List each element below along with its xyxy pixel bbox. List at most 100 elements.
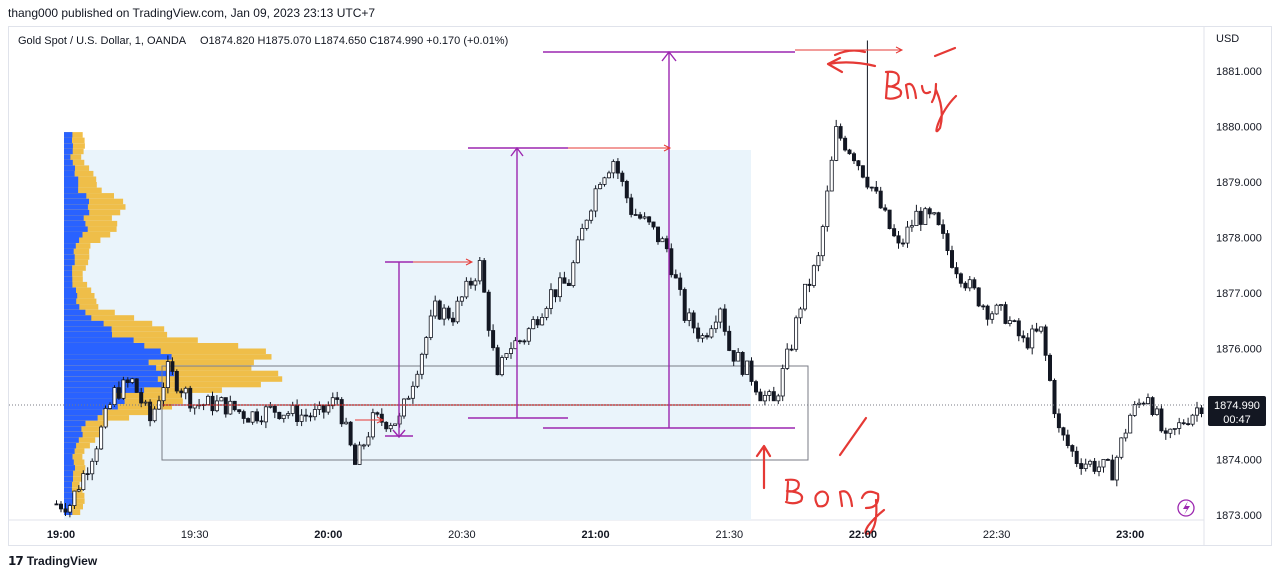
volume-profile-bar-total [64,259,89,266]
volume-profile-bar-buy [64,315,92,321]
candle-body [602,177,607,185]
price-tick-label: 1877.000 [1216,288,1262,300]
candle-body [718,308,723,323]
bar-countdown: 00:47 [1223,414,1251,426]
candle-body [419,353,424,375]
candle-body [321,405,326,413]
candle-body [696,327,701,339]
hand-dash-bottom [838,416,868,457]
candle-body [638,214,643,219]
volume-profile-bar-buy [64,454,73,460]
volume-profile-bar-total [64,248,90,255]
time-tick-label: 21:00 [582,529,610,541]
measure-1-arrowhead [392,429,406,439]
volume-profile-bar-buy [64,281,73,288]
measure-3-arrowhead [661,50,677,62]
candle-body [277,411,282,419]
volume-profile-bar-total [64,454,83,460]
price-tick-label: 1874.000 [1216,455,1262,467]
candle-body [1016,320,1021,337]
candle-body [1030,328,1035,349]
time-tick-label: 21:30 [716,529,744,541]
candle-body [758,391,763,402]
candle-body [999,304,1004,307]
candle-body [967,279,972,289]
volume-profile-bar-buy [64,320,104,327]
volume-profile-bar-buy [64,176,79,182]
candle-body [936,212,941,226]
candle-body [767,391,772,396]
candle-body [330,397,335,407]
last-price-tag-bg [1208,396,1266,426]
volume-profile-bar-buy [64,298,77,305]
candle-body [727,330,732,351]
candle-body [820,226,825,257]
price-axis[interactable]: 1881.000 1880.000 1879.000 1878.000 1877.000… [1216,66,1262,522]
candle-body [620,172,625,182]
consolidation-box [161,365,809,461]
candle-body [1195,407,1200,416]
volume-profile-bar-buy [64,293,78,299]
candle-body [433,300,438,317]
volume-profile-bar-total [64,459,85,465]
candle-body [1092,460,1097,472]
candle-body [611,161,616,174]
last-price-tag: 1874.990 00:47 [1208,396,1266,426]
volume-profile-bar-total [64,265,86,271]
candle-body [183,387,188,394]
volume-profile-bar-total [64,198,124,205]
candle-body [477,260,482,282]
volume-profile-bar-buy [64,243,76,249]
time-axis[interactable]: 19:00 19:30 20:00 20:30 21:00 21:30 22:00 22:30… [47,529,1144,541]
candle-body [459,296,464,302]
candle-body [656,226,661,243]
footer-brand[interactable]: 17 TradingView [8,554,97,568]
price-tick-label: 1881.000 [1216,66,1262,78]
candle-body [268,405,273,408]
volume-profile-bar-buy [64,348,161,354]
candle-body [281,414,286,420]
volume-profile-bar-total [64,442,90,449]
volume-profile-bar-buy [64,492,75,499]
volume-profile-bar-buy [64,481,72,488]
volume-profile-bar-total [64,281,88,288]
volume-profile-bar-total [64,143,85,149]
candle-body [1039,326,1044,332]
candle-body [134,378,139,393]
candle-body [352,444,357,465]
candle-body [678,277,683,290]
candle-body [1141,402,1146,405]
volume-profile-bar-buy [64,331,112,338]
candle-body [584,219,589,229]
volume-profile-bar-buy [64,487,72,493]
candle-body [780,368,785,397]
volume-profile-bar-buy [64,420,86,427]
volume-profile-bar-total [64,270,83,277]
candle-body [495,347,500,376]
lightning-icon[interactable] [1177,499,1195,517]
volume-profile-bar-buy [64,198,89,205]
volume-profile-bar-buy [64,354,172,360]
candle-body [415,373,420,387]
volume-profile [64,132,283,515]
volume-profile-bar-total [64,226,117,232]
candle-body [905,226,910,244]
volume-profile-bar-buy [64,442,77,449]
volume-profile-bar-total [64,287,92,293]
candle-body [923,208,928,225]
volume-profile-bar-total [64,176,97,182]
publish-info: thang000 published on TradingView.com, J… [8,6,376,20]
candle-body [1083,463,1088,470]
volume-profile-bar-buy [64,426,82,432]
last-price-value: 1874.990 [1214,400,1260,412]
volume-profile-bar-buy [64,431,83,438]
candle-body [736,351,741,362]
candle-body [789,348,794,351]
volume-profile-bar-buy [64,193,87,199]
volume-profile-bar-total [64,404,172,410]
candle-body [660,238,665,243]
candle-body [263,406,268,423]
projection-arrowhead-2 [663,144,672,152]
volume-profile-bar-buy [64,182,79,188]
